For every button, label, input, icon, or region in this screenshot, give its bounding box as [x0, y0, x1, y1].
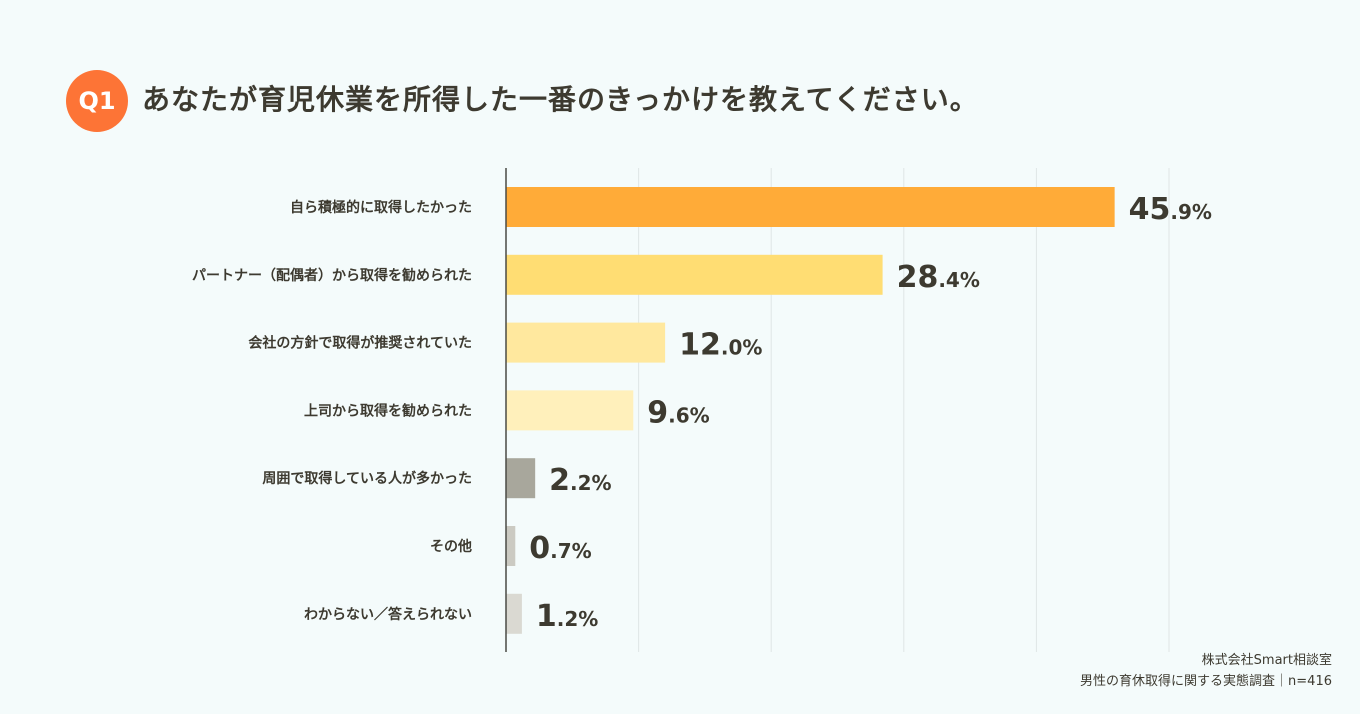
- source-note: 株式会社Smart相談室 男性の育休取得に関する実態調査｜n=416: [1080, 650, 1332, 692]
- bar: [506, 458, 536, 499]
- value-label: 12.0%: [679, 328, 762, 363]
- question-title: あなたが育児休業を所得した一番のきっかけを教えてください。: [142, 83, 979, 116]
- bar: [506, 187, 1115, 227]
- value-label: 0.7%: [529, 531, 591, 566]
- category-label: 周囲で取得している人が多かった: [262, 470, 472, 487]
- category-label: 自ら積極的に取得したかった: [290, 199, 472, 216]
- source-company: 株式会社Smart相談室: [1201, 653, 1332, 668]
- bar: [506, 526, 516, 566]
- value-label: 28.4%: [897, 260, 980, 295]
- question-badge: Q1: [66, 70, 128, 132]
- value-label: 9.6%: [647, 395, 709, 430]
- category-label: その他: [430, 538, 472, 555]
- bar: [506, 390, 634, 431]
- category-label: 会社の方針で取得が推奨されていた: [248, 335, 472, 352]
- category-label: パートナー（配偶者）から取得を勧められた: [192, 267, 472, 284]
- value-label: 45.9%: [1129, 192, 1212, 227]
- source-survey: 男性の育休取得に関する実態調査｜n=416: [1080, 674, 1332, 689]
- value-label: 2.2%: [549, 463, 611, 498]
- bar: [506, 254, 883, 295]
- category-label: 上司から取得を勧められた: [304, 402, 472, 419]
- bar: [506, 593, 522, 634]
- bar: [506, 322, 666, 363]
- value-label: 1.2%: [536, 599, 598, 634]
- category-label: わからない／答えられない: [304, 606, 472, 623]
